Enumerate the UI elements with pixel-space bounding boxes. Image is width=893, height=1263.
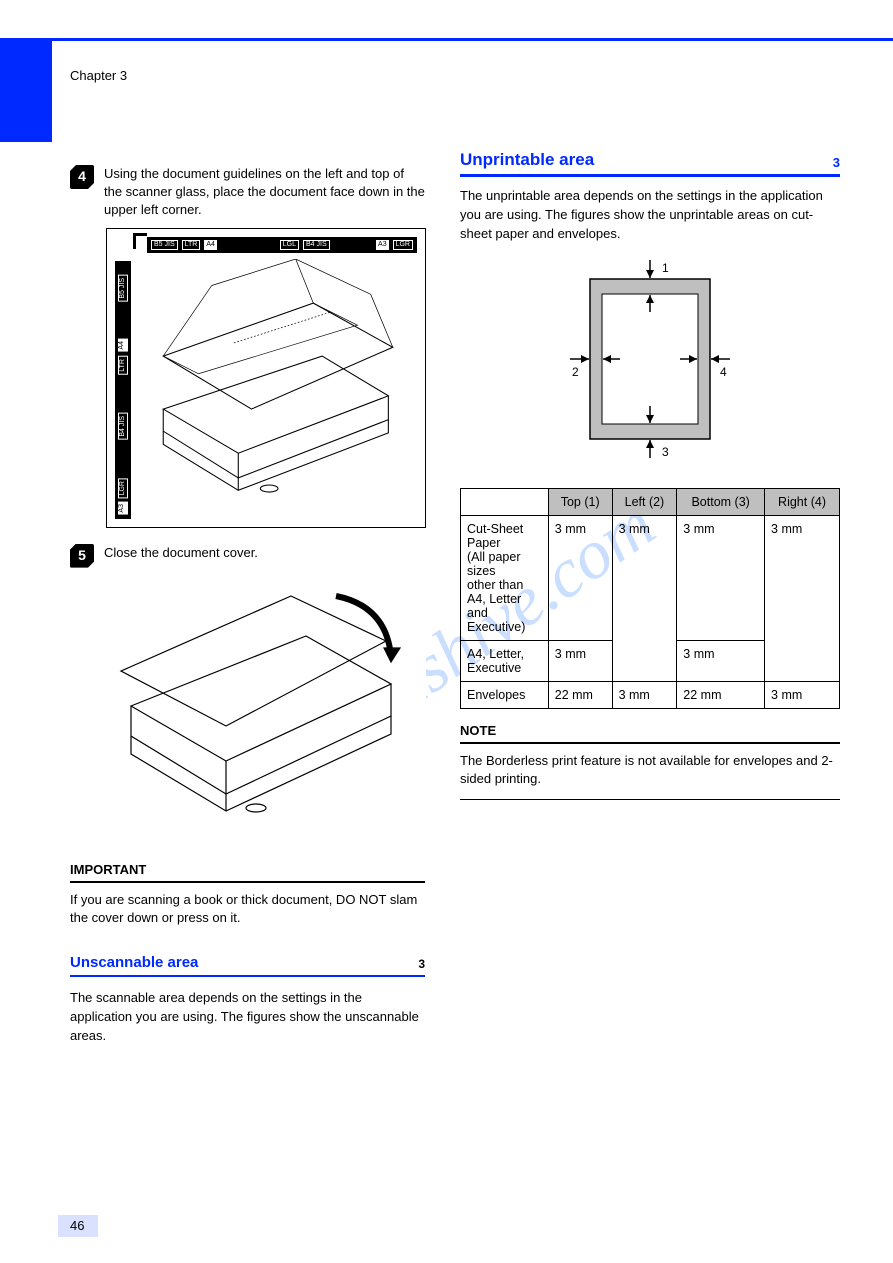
table-row: Cut-Sheet Paper (All paper sizes other t… bbox=[461, 515, 840, 640]
th-top: Top (1) bbox=[548, 488, 612, 515]
step-5-text: Close the document cover. bbox=[104, 544, 425, 568]
step-num-5: 5 bbox=[70, 544, 94, 568]
divider bbox=[460, 799, 840, 800]
unprintable-para: The unprintable area depends on the sett… bbox=[460, 187, 840, 244]
side-blue-tab bbox=[0, 38, 52, 142]
ruler-vertical: A3 LGR B4 JIS LTR A4 B5 JIS bbox=[115, 261, 131, 519]
divider bbox=[70, 881, 425, 883]
unscannable-para: The scannable area depends on the settin… bbox=[70, 989, 425, 1046]
step-4: 4 Using the document guidelines on the l… bbox=[70, 165, 425, 220]
ruler-horizontal: B5 JIS LTR A4 LGL B4 JIS A3 LGR bbox=[147, 237, 417, 253]
svg-text:2: 2 bbox=[572, 365, 579, 379]
svg-text:1: 1 bbox=[662, 261, 669, 275]
note-label: NOTE bbox=[460, 723, 840, 738]
page-number: 46 bbox=[70, 1218, 84, 1233]
important-label: IMPORTANT bbox=[70, 862, 425, 877]
svg-text:4: 4 bbox=[720, 365, 727, 379]
illustration-scanner-open: B5 JIS LTR A4 LGL B4 JIS A3 LGR A3 LGR B… bbox=[106, 228, 426, 528]
step-4-text: Using the document guidelines on the lef… bbox=[104, 165, 425, 220]
note-text: The Borderless print feature is not avai… bbox=[460, 752, 840, 790]
unprintable-table: Top (1) Left (2) Bottom (3) Right (4) Cu… bbox=[460, 488, 840, 709]
step-num-4: 4 bbox=[70, 165, 94, 189]
unprintable-area-figure: 1 2 3 4 bbox=[550, 254, 750, 474]
top-blue-bar bbox=[0, 38, 893, 41]
th-right: Right (4) bbox=[765, 488, 840, 515]
th-bottom: Bottom (3) bbox=[677, 488, 765, 515]
corner-mark-icon bbox=[133, 233, 147, 249]
heading-unprintable-area: Unprintable area 3 bbox=[460, 150, 840, 177]
important-text: If you are scanning a book or thick docu… bbox=[70, 891, 425, 929]
svg-text:3: 3 bbox=[662, 445, 669, 459]
illustration-close-cover bbox=[106, 576, 426, 846]
divider bbox=[460, 742, 840, 744]
chapter-title: Chapter 3 bbox=[70, 68, 127, 83]
step-5: 5 Close the document cover. bbox=[70, 544, 425, 568]
table-row: Envelopes 22 mm 3 mm 22 mm 3 mm bbox=[461, 681, 840, 708]
heading-unscannable-area: Unscannable area 3 bbox=[70, 954, 425, 977]
th-left: Left (2) bbox=[612, 488, 677, 515]
